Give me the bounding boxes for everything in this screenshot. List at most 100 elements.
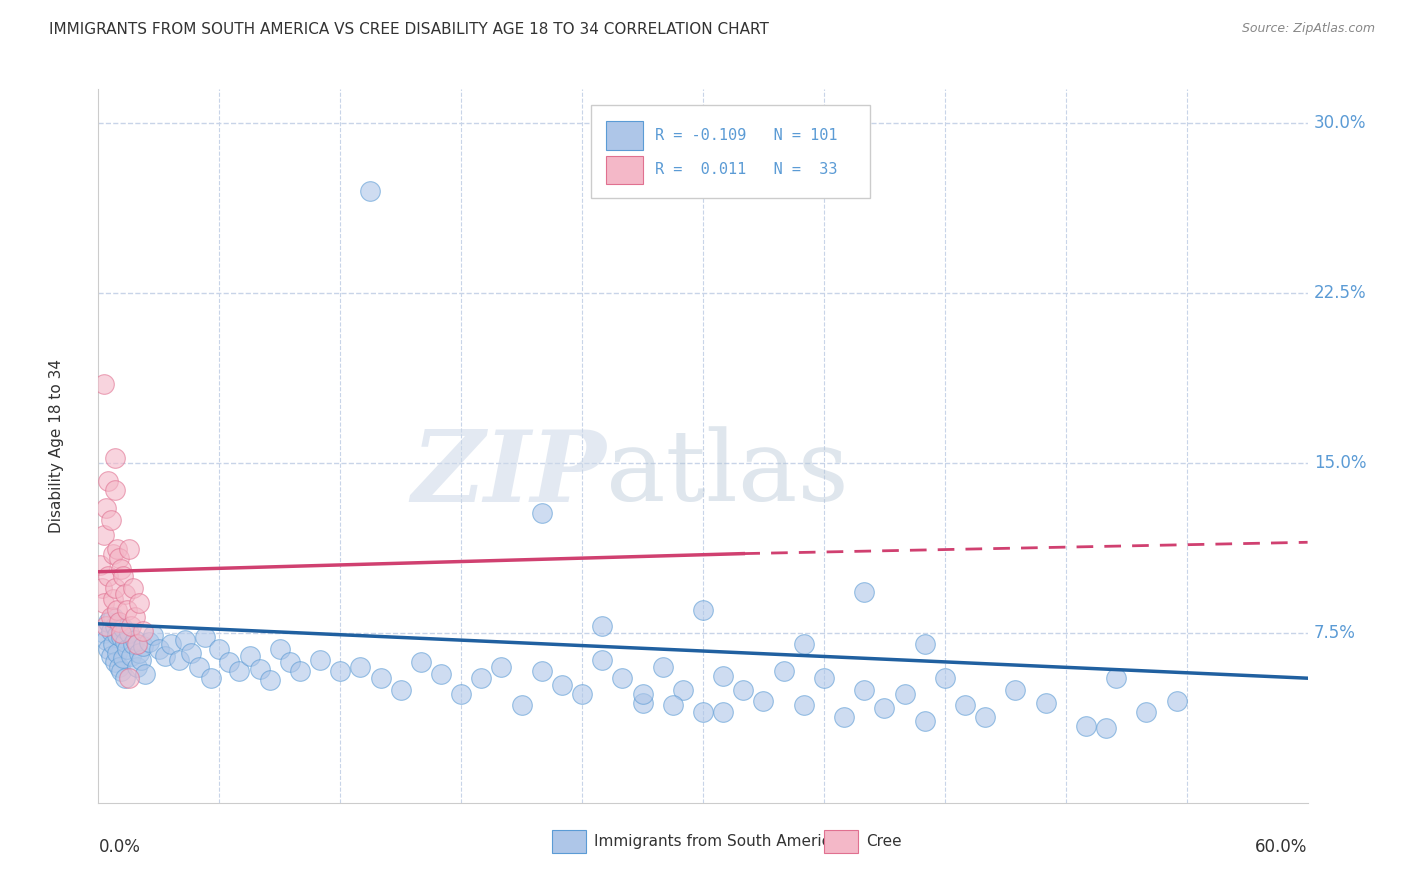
Point	[120, 619, 142, 633]
Point	[105, 542, 128, 557]
Bar	[551, 830, 586, 853]
Point	[96, 632, 118, 647]
Point	[239, 648, 262, 663]
Text: 15.0%: 15.0%	[1313, 454, 1367, 472]
Point	[103, 483, 125, 498]
Point	[832, 709, 855, 723]
Point	[115, 641, 138, 656]
Point	[114, 671, 136, 685]
Point	[93, 597, 115, 611]
Point	[711, 705, 734, 719]
Point	[631, 687, 654, 701]
Point	[269, 641, 291, 656]
Point	[101, 591, 124, 606]
Point	[111, 621, 134, 635]
Text: Immigrants from South America: Immigrants from South America	[595, 834, 839, 849]
Point	[591, 653, 613, 667]
Point	[631, 696, 654, 710]
Point	[93, 528, 115, 542]
Text: Cree: Cree	[866, 834, 901, 849]
Point	[115, 603, 138, 617]
Text: 7.5%: 7.5%	[1313, 624, 1355, 642]
Point	[873, 700, 896, 714]
Point	[228, 665, 250, 679]
Point	[142, 628, 165, 642]
Point	[249, 662, 271, 676]
Text: 60.0%: 60.0%	[1256, 838, 1308, 856]
Point	[114, 587, 136, 601]
Point	[1166, 694, 1188, 708]
Point	[107, 615, 129, 629]
Point	[138, 635, 160, 649]
Point	[309, 653, 332, 667]
Point	[107, 551, 129, 566]
Point	[120, 648, 142, 663]
Point	[125, 660, 148, 674]
Bar	[606, 155, 643, 184]
Point	[124, 610, 146, 624]
Point	[288, 665, 311, 679]
Point	[853, 585, 876, 599]
Point	[118, 671, 141, 685]
Point	[121, 581, 143, 595]
Bar	[591, 105, 870, 198]
Point	[571, 687, 593, 701]
Point	[118, 626, 141, 640]
Point	[1095, 721, 1118, 735]
Point	[450, 687, 472, 701]
Point	[107, 660, 129, 674]
Point	[91, 581, 114, 595]
Point	[813, 671, 835, 685]
Point	[530, 506, 553, 520]
Point	[174, 632, 197, 647]
Point	[1074, 719, 1097, 733]
Point	[914, 637, 936, 651]
Point	[97, 474, 120, 488]
Point	[101, 610, 124, 624]
Point	[100, 648, 122, 663]
Point	[89, 558, 111, 572]
Point	[180, 646, 202, 660]
Point	[96, 501, 118, 516]
Point	[409, 656, 432, 670]
Point	[259, 673, 281, 688]
Point	[793, 698, 815, 713]
Point	[97, 569, 120, 583]
Point	[510, 698, 533, 713]
Point	[111, 569, 134, 583]
Point	[974, 709, 997, 723]
Text: IMMIGRANTS FROM SOUTH AMERICA VS CREE DISABILITY AGE 18 TO 34 CORRELATION CHART: IMMIGRANTS FROM SOUTH AMERICA VS CREE DI…	[49, 22, 769, 37]
Point	[893, 687, 915, 701]
Point	[93, 626, 115, 640]
Point	[1004, 682, 1026, 697]
Point	[188, 660, 211, 674]
Bar	[606, 121, 643, 150]
Point	[125, 637, 148, 651]
Point	[591, 619, 613, 633]
Point	[105, 646, 128, 660]
Point	[278, 656, 301, 670]
Point	[110, 631, 132, 645]
Point	[128, 646, 150, 660]
Point	[118, 542, 141, 557]
Point	[934, 671, 956, 685]
Text: Source: ZipAtlas.com: Source: ZipAtlas.com	[1241, 22, 1375, 36]
Point	[100, 610, 122, 624]
Text: ZIP: ZIP	[412, 426, 606, 523]
Point	[329, 665, 352, 679]
Point	[651, 660, 673, 674]
Point	[218, 656, 240, 670]
Point	[661, 698, 683, 713]
Point	[551, 678, 574, 692]
Point	[1035, 696, 1057, 710]
Point	[491, 660, 513, 674]
Point	[132, 640, 155, 654]
Point	[110, 626, 132, 640]
Text: R = -0.109   N = 101: R = -0.109 N = 101	[655, 128, 837, 143]
Point	[793, 637, 815, 651]
Point	[93, 376, 115, 391]
Point	[110, 562, 132, 576]
Point	[389, 682, 412, 697]
Point	[97, 615, 120, 629]
Point	[103, 619, 125, 633]
